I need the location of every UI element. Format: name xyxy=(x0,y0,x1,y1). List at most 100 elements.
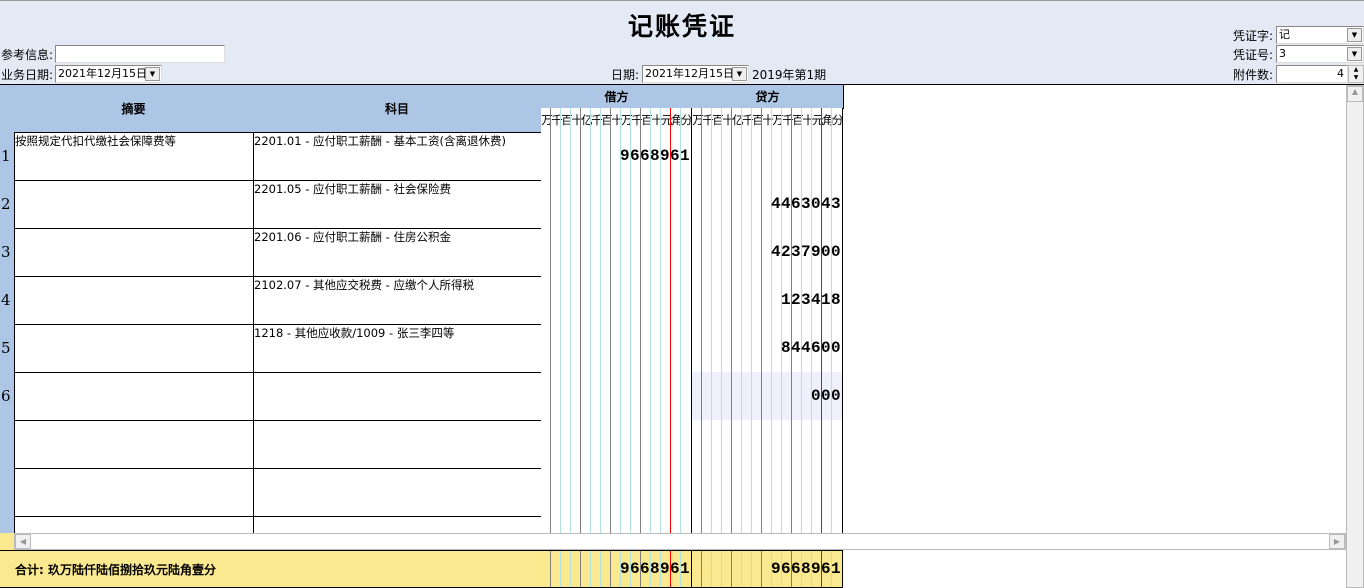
amount: 4463043 xyxy=(770,195,841,213)
account-cell[interactable] xyxy=(253,420,542,469)
account-cell[interactable]: 2201.01 - 应付职工薪酬 - 基本工资(含离退休费) xyxy=(253,132,542,181)
credit-cell[interactable]: 123418 xyxy=(692,276,843,325)
digit-column-line xyxy=(731,551,732,587)
credit-cell[interactable]: 000 xyxy=(692,372,843,421)
summary-cell[interactable] xyxy=(14,180,254,229)
summary-cell[interactable] xyxy=(14,516,254,534)
digit-column-line xyxy=(610,276,611,324)
digit-column-line xyxy=(600,132,601,180)
credit-cell[interactable]: 4237900 xyxy=(692,228,843,277)
digit-column-line xyxy=(801,420,802,468)
chevron-down-icon[interactable]: ▼ xyxy=(145,67,160,81)
summary-cell[interactable] xyxy=(14,372,254,421)
account-cell[interactable]: 2102.07 - 其他应交税费 - 应缴个人所得税 xyxy=(253,276,542,325)
chevron-down-icon[interactable]: ▼ xyxy=(1347,28,1362,42)
digit-column-line xyxy=(731,132,732,180)
unit-label: 十 xyxy=(762,113,774,127)
debit-header: 借方 xyxy=(541,85,693,109)
digit-column-line xyxy=(660,132,661,180)
debit-cell[interactable]: 9668961 xyxy=(541,132,692,181)
scroll-right-icon[interactable]: ▶ xyxy=(1329,534,1345,549)
account-cell[interactable] xyxy=(253,372,542,421)
digit-column-line xyxy=(721,372,722,420)
scroll-left-icon[interactable]: ◀ xyxy=(15,534,31,549)
voucher-no-select[interactable]: 3 ▼ xyxy=(1276,45,1364,63)
account-cell[interactable] xyxy=(253,516,542,534)
scroll-up-icon[interactable]: ▲ xyxy=(1347,86,1363,102)
debit-cell[interactable] xyxy=(541,180,692,229)
digit-column-line xyxy=(680,180,681,228)
digit-column-line xyxy=(550,372,551,420)
attach-input[interactable]: 4 xyxy=(1276,65,1348,83)
account-cell[interactable] xyxy=(253,468,542,517)
digit-column-line xyxy=(761,551,762,587)
debit-cell[interactable] xyxy=(541,372,692,421)
ref-input[interactable] xyxy=(55,45,225,63)
debit-cell[interactable] xyxy=(541,420,692,469)
digit-column-line xyxy=(761,468,762,516)
biz-date-picker[interactable]: 2021年12月15日 ▼ xyxy=(55,65,162,83)
unit-label: 十 xyxy=(651,113,663,127)
summary-cell[interactable] xyxy=(14,324,254,373)
credit-cell[interactable] xyxy=(692,516,843,534)
amount: 123418 xyxy=(780,291,841,309)
summary-cell[interactable] xyxy=(14,468,254,517)
period-text: 2019年第1期 xyxy=(752,68,827,82)
digit-column-line xyxy=(721,324,722,372)
summary-cell[interactable] xyxy=(14,420,254,469)
digit-column-line xyxy=(570,132,571,180)
digit-column-line xyxy=(771,516,772,533)
account-cell[interactable]: 2201.05 - 应付职工薪酬 - 社会保险费 xyxy=(253,180,542,229)
voucher-word-select[interactable]: 记 ▼ xyxy=(1276,26,1364,44)
credit-cell[interactable] xyxy=(692,420,843,469)
date-picker[interactable]: 2021年12月15日 ▼ xyxy=(642,65,749,83)
digit-column-line xyxy=(550,551,551,587)
summary-cell[interactable]: 按照规定代扣代缴社会保障费等 xyxy=(14,132,254,181)
digit-column-line xyxy=(731,372,732,420)
digit-column-line xyxy=(811,180,812,228)
digit-column-line xyxy=(791,228,792,276)
total-credit[interactable]: 9668961 xyxy=(692,550,843,588)
digit-column-line xyxy=(650,516,651,533)
digit-column-line xyxy=(680,324,681,372)
digit-column-line xyxy=(811,228,812,276)
total-debit[interactable]: 9668961 xyxy=(541,550,692,588)
vertical-scrollbar[interactable]: ▲ xyxy=(1346,85,1364,588)
chevron-down-icon[interactable]: ▼ xyxy=(732,67,747,81)
row-number: 4 xyxy=(0,276,15,325)
credit-cell[interactable] xyxy=(692,132,843,181)
debit-cell[interactable] xyxy=(541,324,692,373)
digit-column-line xyxy=(550,516,551,533)
credit-units-header[interactable]: 万千百十亿千百十万千百十元角分 xyxy=(692,108,843,133)
unit-label: 亿 xyxy=(581,113,593,127)
digit-column-line xyxy=(831,276,832,324)
digit-column-line xyxy=(701,276,702,324)
debit-cell[interactable] xyxy=(541,228,692,277)
account-cell[interactable]: 2201.06 - 应付职工薪酬 - 住房公积金 xyxy=(253,228,542,277)
row-number xyxy=(0,516,15,534)
digit-column-line xyxy=(610,372,611,420)
debit-cell[interactable] xyxy=(541,468,692,517)
digit-column-line xyxy=(680,108,681,132)
digit-column-line xyxy=(610,551,611,587)
credit-cell[interactable] xyxy=(692,468,843,517)
digit-column-line xyxy=(791,108,792,132)
credit-cell[interactable]: 4463043 xyxy=(692,180,843,229)
page-title: 记账凭证 xyxy=(627,12,736,41)
digit-column-line xyxy=(550,228,551,276)
summary-cell[interactable] xyxy=(14,228,254,277)
debit-cell[interactable] xyxy=(541,276,692,325)
digit-column-line xyxy=(701,180,702,228)
digit-column-line xyxy=(590,228,591,276)
digit-column-line xyxy=(630,276,631,324)
account-cell[interactable]: 1218 - 其他应收款/1009 - 张三李四等 xyxy=(253,324,542,373)
digit-column-line xyxy=(701,228,702,276)
credit-cell[interactable]: 844600 xyxy=(692,324,843,373)
summary-cell[interactable] xyxy=(14,276,254,325)
debit-units-header[interactable]: 万千百十亿千百十万千百十元角分 xyxy=(541,108,692,133)
digit-column-line xyxy=(660,108,661,132)
chevron-down-icon[interactable]: ▼ xyxy=(1347,47,1362,61)
debit-cell[interactable] xyxy=(541,516,692,534)
attach-spinner[interactable]: ▲ ▼ xyxy=(1348,65,1364,83)
horizontal-scrollbar[interactable]: ◀ ▶ xyxy=(14,533,1346,550)
